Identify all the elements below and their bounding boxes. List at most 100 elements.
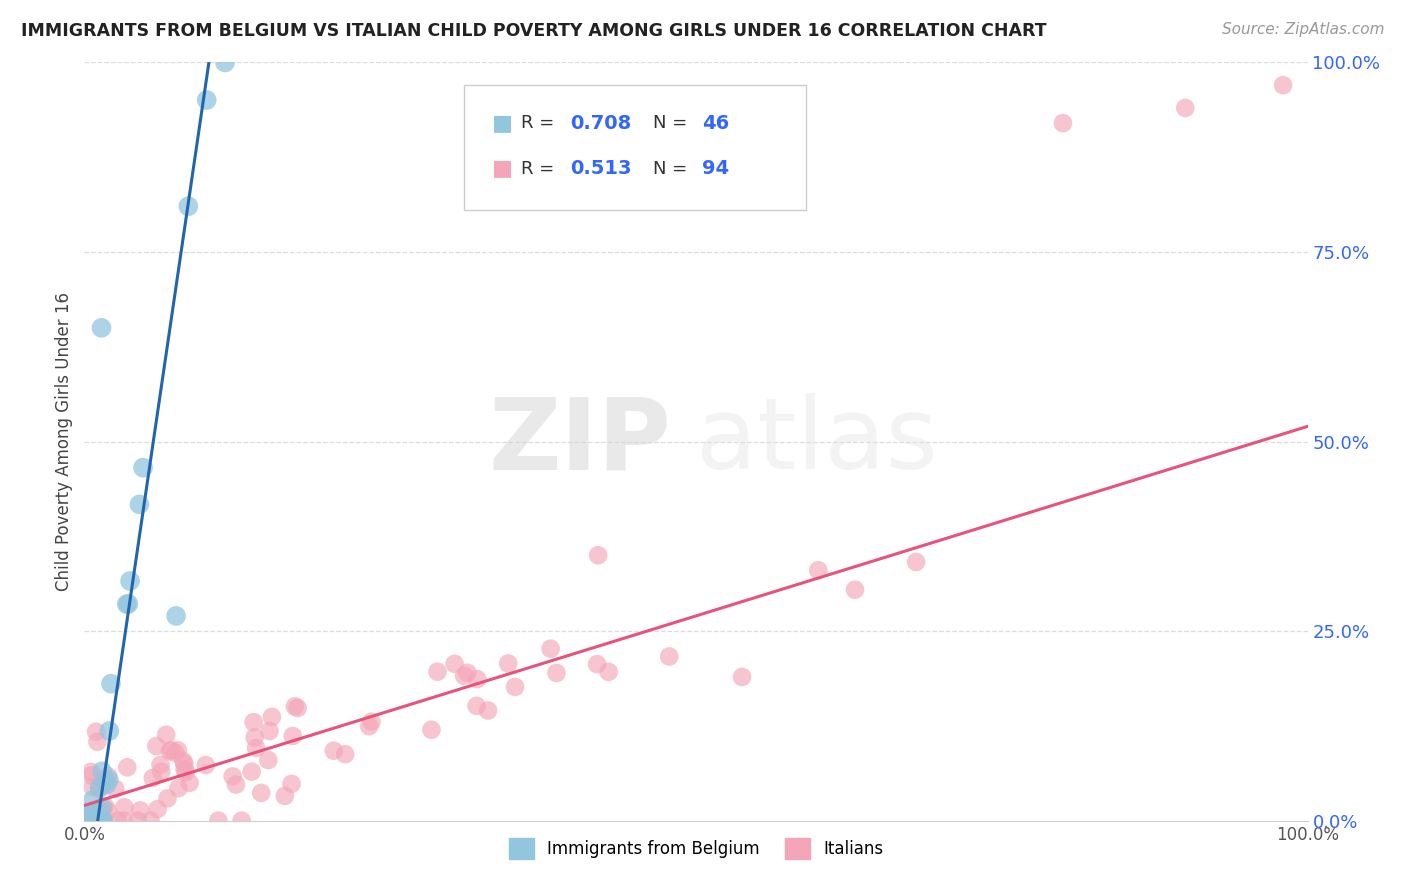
Text: R =: R = xyxy=(522,160,560,178)
Point xyxy=(93,814,115,828)
Point xyxy=(91,774,114,789)
Point xyxy=(195,93,218,107)
Point xyxy=(91,764,114,779)
Point xyxy=(456,665,478,680)
Point xyxy=(284,699,307,714)
Point xyxy=(145,739,167,753)
Point xyxy=(222,769,245,783)
Legend: Immigrants from Belgium, Italians: Immigrants from Belgium, Italians xyxy=(502,831,890,865)
Point xyxy=(80,814,103,828)
Text: 94: 94 xyxy=(702,159,730,178)
Point xyxy=(86,735,108,749)
Point xyxy=(118,574,141,588)
Text: atlas: atlas xyxy=(696,393,938,490)
Point xyxy=(89,780,111,795)
Point xyxy=(194,758,217,772)
Point xyxy=(167,781,190,796)
Point xyxy=(257,753,280,767)
Point xyxy=(112,800,135,814)
Point xyxy=(77,814,100,828)
Point xyxy=(139,814,162,828)
Point xyxy=(75,814,97,828)
Point xyxy=(91,814,114,828)
Point xyxy=(477,703,499,717)
Point xyxy=(80,768,103,782)
Point xyxy=(540,641,562,656)
Point xyxy=(96,777,118,791)
Point xyxy=(89,814,111,828)
Point xyxy=(86,814,108,828)
Point xyxy=(90,808,112,822)
Point xyxy=(1272,78,1295,92)
Point xyxy=(245,740,267,755)
Point xyxy=(83,814,105,828)
Point xyxy=(107,814,129,828)
Point xyxy=(82,814,104,828)
Point xyxy=(97,772,120,787)
Point xyxy=(75,814,97,828)
Point xyxy=(242,715,264,730)
Point xyxy=(79,814,101,828)
Text: Source: ZipAtlas.com: Source: ZipAtlas.com xyxy=(1222,22,1385,37)
Point xyxy=(322,744,344,758)
Point xyxy=(93,799,115,814)
Point xyxy=(79,814,101,828)
Point xyxy=(94,772,117,787)
Point xyxy=(75,814,97,828)
Point xyxy=(82,814,104,828)
Point xyxy=(104,781,127,796)
Point xyxy=(465,698,488,713)
Point xyxy=(77,814,100,828)
Point xyxy=(112,814,135,828)
Point xyxy=(80,805,103,820)
Point xyxy=(586,657,609,672)
Point xyxy=(243,731,266,745)
Point xyxy=(165,608,187,623)
Point xyxy=(149,757,172,772)
Point xyxy=(98,723,121,738)
Point xyxy=(97,769,120,783)
Point xyxy=(79,814,101,828)
Point xyxy=(83,814,105,828)
Text: R =: R = xyxy=(522,114,560,132)
Point xyxy=(84,814,107,828)
Point xyxy=(586,548,609,563)
Point xyxy=(503,680,526,694)
Y-axis label: Child Poverty Among Girls Under 16: Child Poverty Among Girls Under 16 xyxy=(55,292,73,591)
Point xyxy=(165,746,187,760)
Point xyxy=(179,776,201,790)
Point xyxy=(231,814,253,828)
Point xyxy=(250,786,273,800)
Point xyxy=(76,814,98,828)
Point xyxy=(76,814,98,828)
Point xyxy=(89,808,111,822)
Point xyxy=(79,814,101,828)
Point xyxy=(496,657,519,671)
Point xyxy=(240,764,263,779)
Point xyxy=(174,765,197,780)
Point xyxy=(214,55,236,70)
Point xyxy=(420,723,443,737)
Point xyxy=(150,764,173,779)
Point xyxy=(117,760,139,774)
Point xyxy=(146,802,169,816)
Point xyxy=(598,665,620,679)
Text: IMMIGRANTS FROM BELGIUM VS ITALIAN CHILD POVERTY AMONG GIRLS UNDER 16 CORRELATIO: IMMIGRANTS FROM BELGIUM VS ITALIAN CHILD… xyxy=(21,22,1046,40)
Point xyxy=(83,814,105,828)
Point xyxy=(93,777,115,791)
Point xyxy=(453,669,475,683)
Point xyxy=(281,729,304,743)
Point xyxy=(77,814,100,828)
Point xyxy=(166,743,188,757)
Point xyxy=(280,777,302,791)
Point xyxy=(359,719,381,733)
Point xyxy=(91,805,114,819)
Point xyxy=(76,814,98,828)
Point xyxy=(335,747,357,762)
Text: ■: ■ xyxy=(492,159,513,178)
Point xyxy=(89,781,111,796)
Text: 0.513: 0.513 xyxy=(569,159,631,178)
Point xyxy=(172,754,194,768)
Point xyxy=(97,804,120,818)
Point xyxy=(82,793,104,807)
